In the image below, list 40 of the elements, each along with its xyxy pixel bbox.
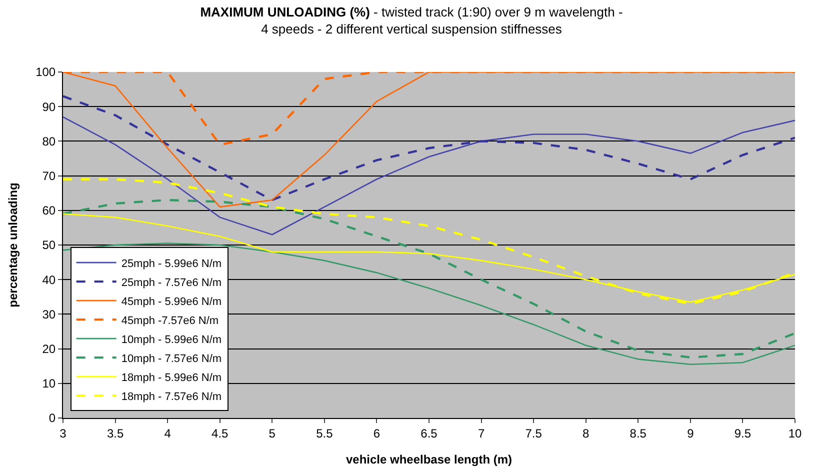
y-tick-label: 30 [42,307,56,322]
x-tick-label: 8 [582,426,590,440]
x-tick-label: 9.5 [734,426,752,440]
x-tick-label: 5 [268,426,276,440]
x-tick-label: 3.5 [106,426,124,440]
legend-label: 10mph - 5.99e6 N/m [121,334,222,346]
x-tick-label: 4 [164,426,172,440]
x-tick-label: 4.5 [212,426,229,440]
x-tick-label: 10 [788,426,802,440]
legend-label: 45mph - 5.99e6 N/m [121,296,222,308]
line-series [63,116,795,236]
x-tick-label: 9 [687,426,694,440]
y-tick-label: 10 [42,376,56,391]
x-axis-title: vehicle wheelbase length (m) [346,452,512,466]
y-tick-label: 90 [42,100,56,114]
y-tick-label: 50 [42,238,56,252]
legend-label: 45mph -7.57e6 N/m [121,314,219,327]
line-series [63,95,795,202]
y-tick-label: 0 [48,411,56,426]
x-tick-label: 7.5 [525,426,542,440]
y-tick-label: 40 [42,272,56,287]
y-tick-label: 70 [42,169,56,183]
x-tick-label: 7 [478,426,485,440]
y-tick-label: 20 [42,342,56,356]
chart-title: MAXIMUM UNLOADING (%) [200,4,370,20]
legend-label: 10mph - 7.57e6 N/m [121,352,222,365]
legend-label: 18mph - 7.57e6 N/m [121,390,222,403]
x-tick-label: 5.5 [316,426,334,440]
y-tick-label: 100 [36,65,56,80]
y-tick-label: 80 [42,134,56,148]
x-tick-label: 6 [373,426,380,440]
x-tick-label: 8.5 [630,426,647,440]
line-series [63,242,795,366]
legend-label: 25mph - 5.99e6 N/m [121,258,222,270]
x-tick-label: 6.5 [420,426,438,440]
x-tick-label: 3 [60,426,67,440]
y-axis-title: percentage unloading [6,182,20,308]
y-tick-label: 60 [42,204,56,218]
legend-label: 18mph - 5.99e6 N/m [121,372,222,384]
legend-label: 25mph - 7.57e6 N/m [121,276,222,289]
